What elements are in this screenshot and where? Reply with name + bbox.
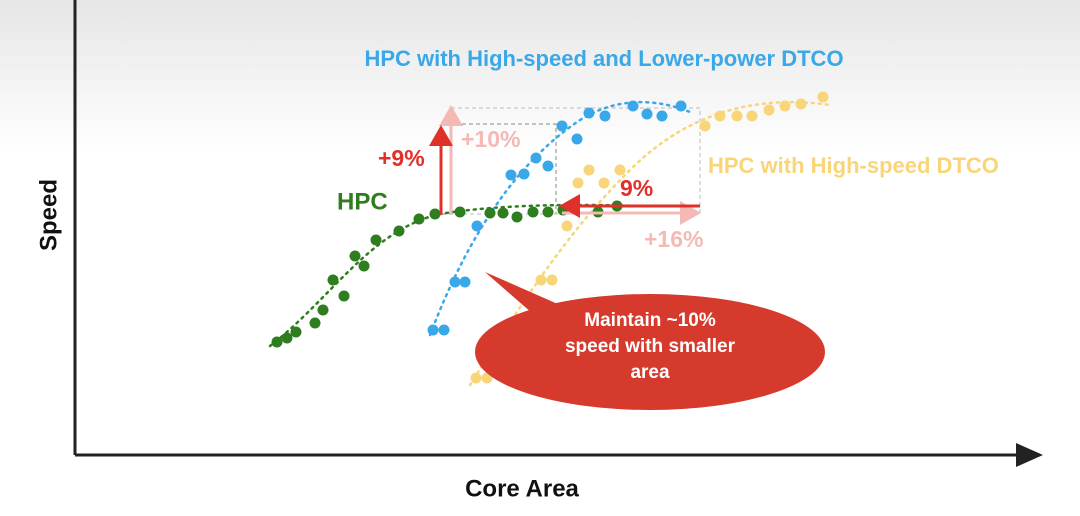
dot <box>583 164 595 176</box>
dot <box>511 211 523 223</box>
dot <box>438 324 450 336</box>
lower-power-trend <box>428 100 692 337</box>
dot <box>413 213 425 225</box>
dot <box>349 250 361 262</box>
dot <box>641 108 653 120</box>
series-label: HPC with High-speed and Lower-power DTCO <box>364 46 843 71</box>
dot <box>429 208 441 220</box>
dot <box>358 260 370 272</box>
dot <box>484 207 496 219</box>
dot <box>530 152 542 164</box>
dot <box>327 274 339 286</box>
dot <box>614 164 626 176</box>
dot <box>470 372 482 384</box>
dot <box>542 160 554 172</box>
dot <box>505 169 517 181</box>
dot <box>675 100 687 112</box>
dot <box>527 206 539 218</box>
dot <box>656 110 668 122</box>
dot <box>731 110 743 122</box>
callout-bubble <box>475 294 825 410</box>
dot <box>454 206 466 218</box>
dot <box>459 276 471 288</box>
dot <box>281 332 293 344</box>
dot <box>290 326 302 338</box>
dot <box>471 220 483 232</box>
dot <box>627 100 639 112</box>
dot <box>370 234 382 246</box>
dot <box>546 274 558 286</box>
annotation: 9% <box>620 175 653 201</box>
dot <box>427 324 439 336</box>
dot <box>542 206 554 218</box>
series-label: HPC with High-speed DTCO <box>708 153 999 178</box>
annotation: +10% <box>461 126 520 152</box>
callout-box: Maintain ~10% speed with smaller area <box>564 310 735 383</box>
dot <box>583 107 595 119</box>
dot <box>599 110 611 122</box>
dot <box>763 104 775 116</box>
dot <box>779 100 791 112</box>
dot <box>817 91 829 103</box>
dot <box>572 177 584 189</box>
dot <box>271 336 283 348</box>
dot <box>556 120 568 132</box>
annotation: +9% <box>378 145 425 171</box>
dot <box>393 225 405 237</box>
dot <box>714 110 726 122</box>
dot <box>795 98 807 110</box>
dot <box>571 133 583 145</box>
dot <box>598 177 610 189</box>
dot <box>317 304 329 316</box>
series-label: HPC <box>337 188 388 215</box>
dot <box>497 207 509 219</box>
high-speed-trend <box>468 100 832 387</box>
dot <box>449 276 461 288</box>
annotation: +16% <box>644 226 703 252</box>
dot <box>309 317 321 329</box>
dot <box>746 110 758 122</box>
dot <box>699 120 711 132</box>
dot <box>518 168 530 180</box>
callout-text: Maintain ~10% speed with smaller area <box>564 310 735 383</box>
dot <box>535 274 547 286</box>
dot <box>561 220 573 232</box>
dot <box>338 290 350 302</box>
x-axis-label: Core Area <box>465 475 579 502</box>
y-axis-label: Speed <box>35 179 62 251</box>
